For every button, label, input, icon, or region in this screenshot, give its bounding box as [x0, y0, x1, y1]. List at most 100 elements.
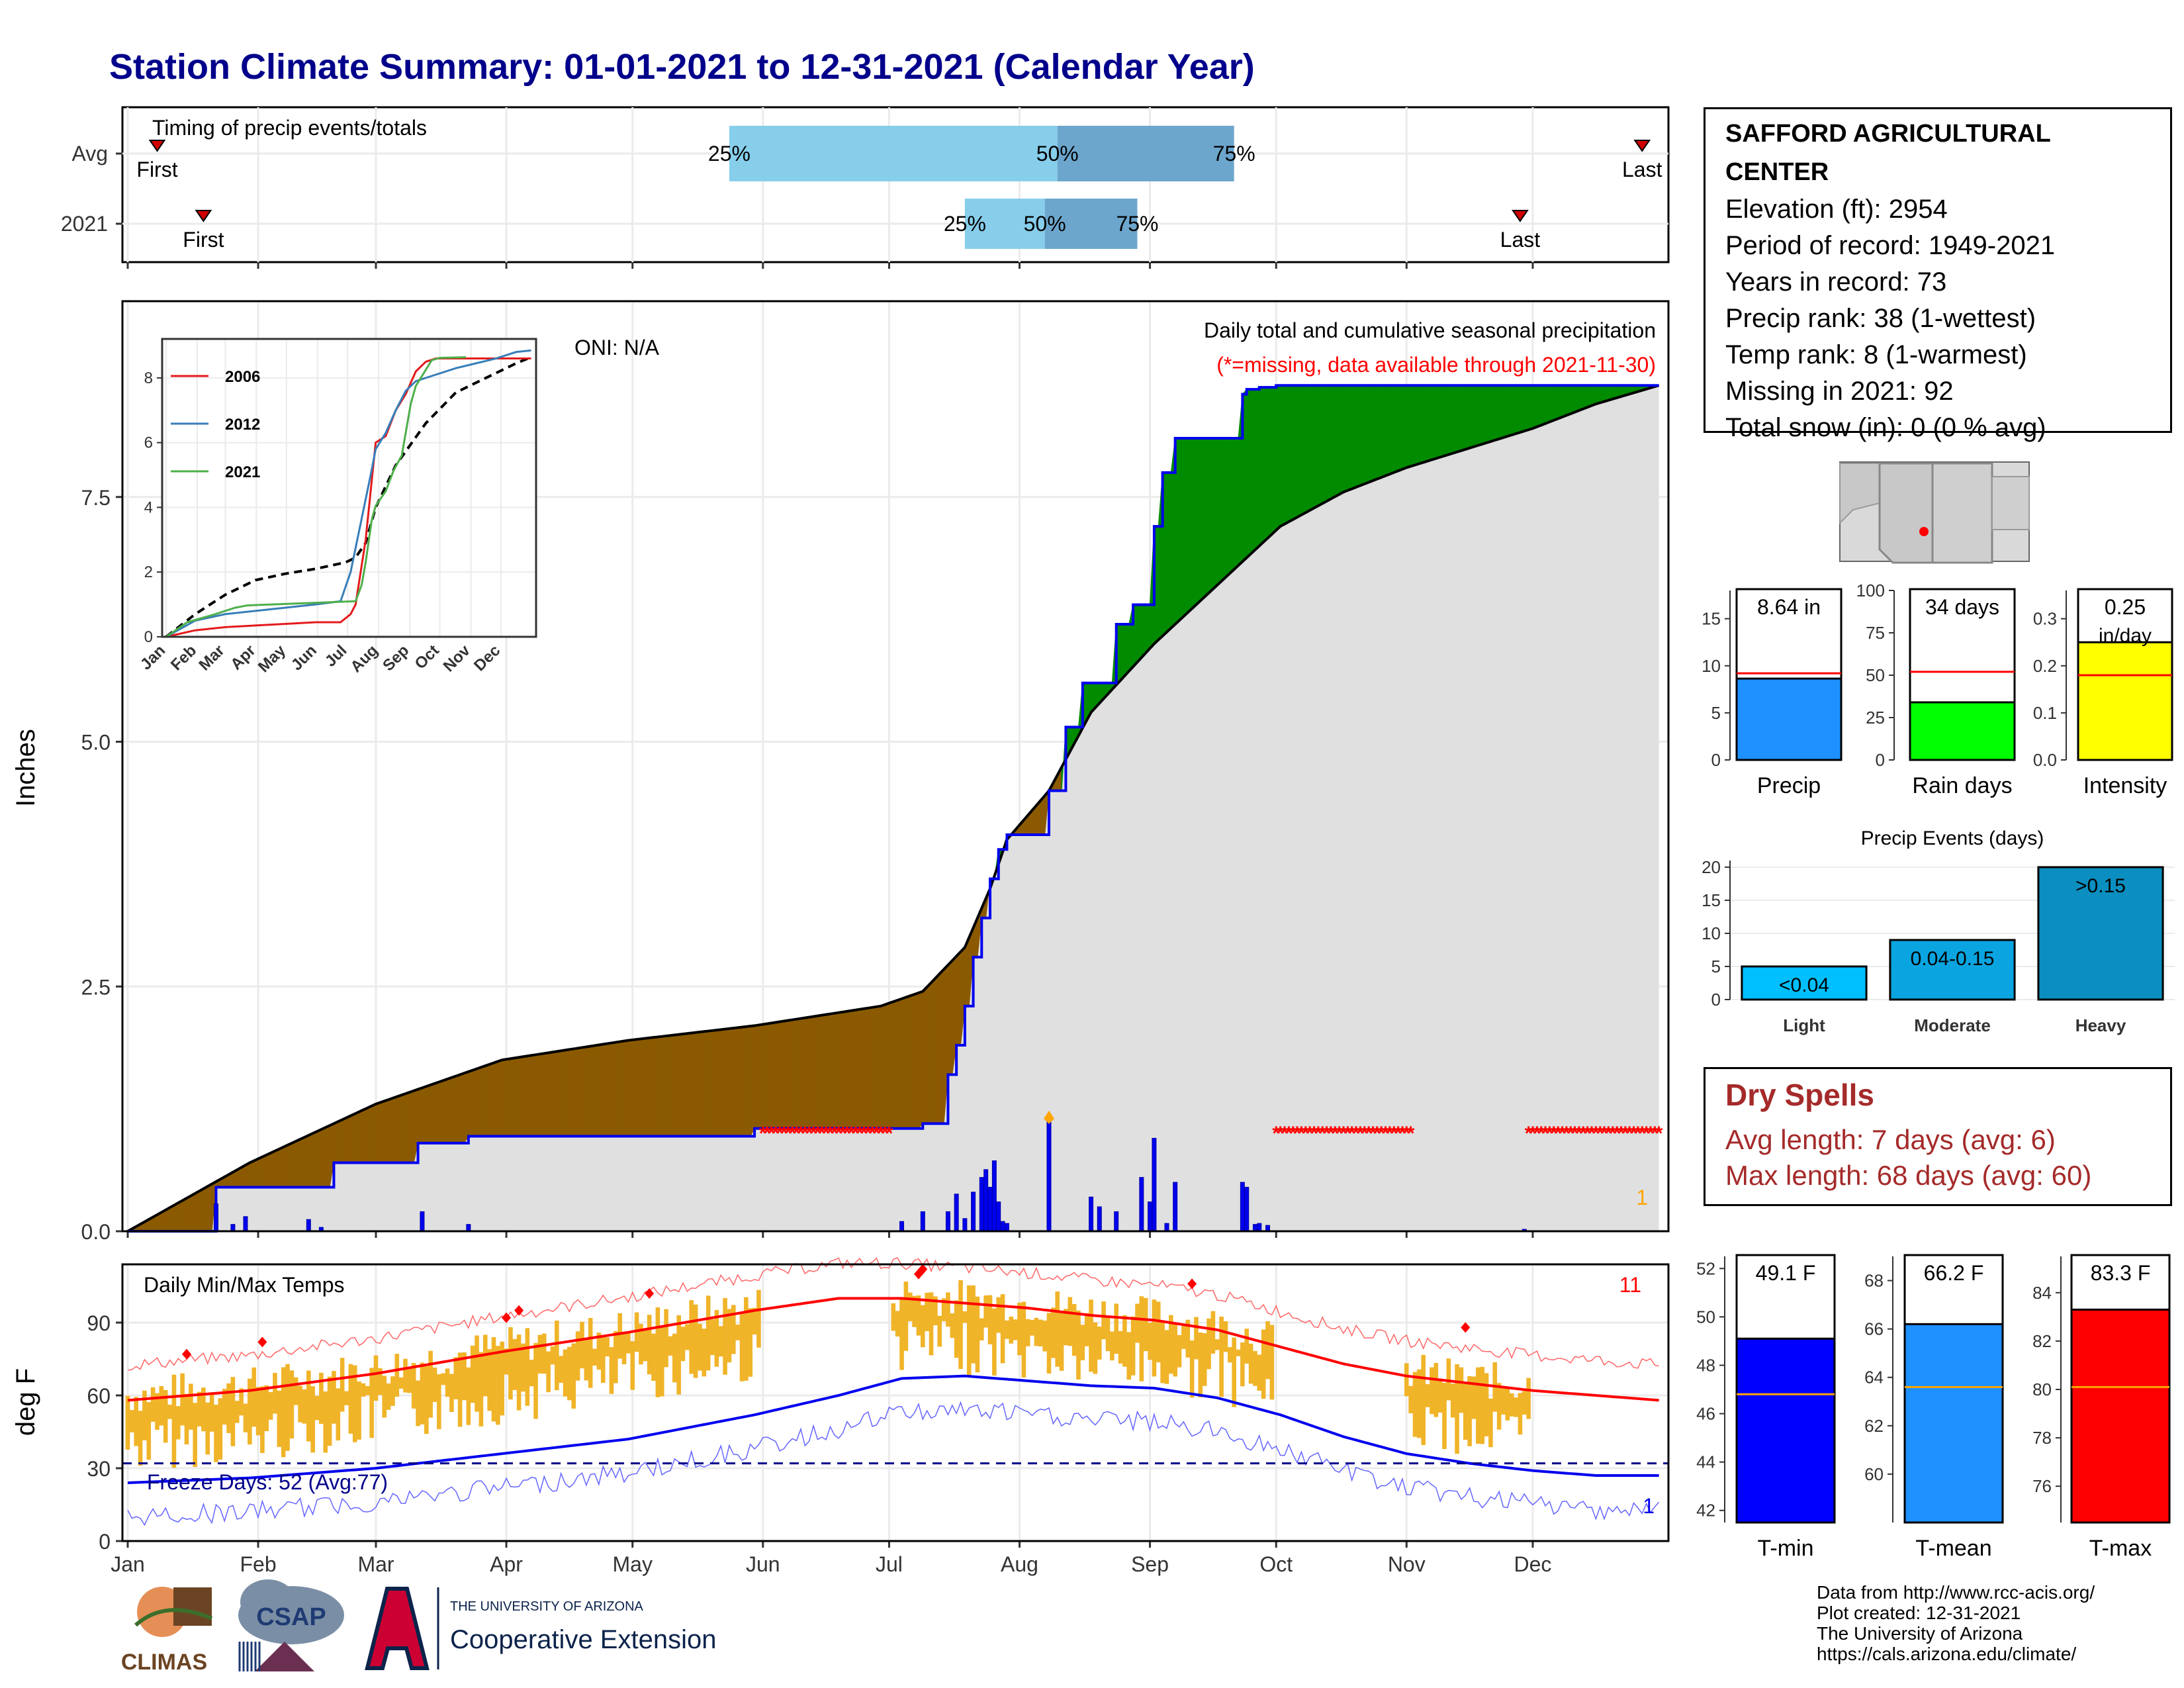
daily-temp-range — [592, 1348, 597, 1366]
departure-fill — [463, 1071, 469, 1145]
daily-temp-range — [441, 1373, 446, 1385]
departure-fill — [1166, 472, 1171, 633]
departure-fill — [1313, 385, 1319, 509]
missing-day-marker: * — [1613, 1123, 1621, 1145]
daily-temp-range — [727, 1309, 732, 1363]
timing-q50-label: 50% — [1036, 142, 1079, 165]
departure-fill — [716, 1029, 721, 1137]
inset-series-line-2012 — [165, 349, 531, 638]
missing-day-marker: * — [1584, 1123, 1592, 1145]
missing-day-marker: * — [763, 1123, 771, 1145]
daily-temp-range — [739, 1312, 745, 1382]
precip-mini-value-label: 8.64 in — [1757, 595, 1821, 619]
daily-temp-range — [912, 1295, 917, 1327]
daily-temp-range — [1064, 1309, 1068, 1346]
departure-fill — [359, 1109, 364, 1163]
dry-spells-box: Dry Spells Avg length: 7 days (avg: 6) M… — [1704, 1067, 2172, 1206]
departure-fill — [876, 1006, 882, 1129]
daily-temp-range — [609, 1347, 614, 1394]
departure-fill — [1305, 385, 1310, 514]
departure-fill — [825, 1013, 831, 1129]
departure-fill — [855, 1009, 860, 1129]
departure-fill — [607, 1042, 612, 1137]
missing-day-marker: * — [772, 1123, 780, 1145]
departure-fill — [1330, 385, 1336, 500]
events-bar-light — [1741, 965, 1868, 1001]
departure-fill — [535, 1053, 541, 1137]
daily-precip-bar — [1252, 1224, 1257, 1232]
daily-temp-range — [1034, 1317, 1039, 1346]
daily-temp-range — [1236, 1349, 1241, 1356]
missing-day-marker: * — [1277, 1123, 1285, 1145]
daily-temp-range — [1038, 1319, 1043, 1347]
daily-temp-range — [512, 1338, 518, 1390]
missing-day-marker: * — [1407, 1123, 1415, 1145]
month-axis-label: Mar — [357, 1552, 394, 1576]
departure-fill — [418, 1087, 423, 1144]
daily-temp-range — [588, 1318, 593, 1388]
departure-fill — [766, 1022, 772, 1129]
departure-fill — [817, 1015, 823, 1129]
daily-temp-range — [621, 1331, 627, 1364]
tmean-mini-value-label: 66.2 F — [1924, 1261, 1984, 1285]
daily-temp-range — [921, 1305, 925, 1348]
daily-temp-range — [714, 1309, 719, 1367]
climas-wordmark: CLIMAS — [121, 1650, 207, 1675]
departure-fill — [1465, 385, 1471, 450]
missing-day-marker: * — [822, 1123, 830, 1145]
daily-precip-bar — [1173, 1182, 1178, 1232]
precip-events-panel: 0 5 10 15 20 <0.04 Light 0.04-0.15 Moderate >0.15… — [1702, 827, 2175, 1035]
mini-ytick-label: 25 — [1866, 708, 1885, 727]
departure-fill — [905, 995, 911, 1129]
daily-temp-range — [1253, 1350, 1257, 1386]
missing-day-marker: * — [1596, 1123, 1604, 1145]
daily-temp-range — [1093, 1322, 1098, 1374]
departure-fill — [1473, 385, 1479, 447]
daily-temp-range — [1118, 1331, 1123, 1364]
page-title: Station Climate Summary: 01-01-2021 to 1… — [109, 47, 1255, 87]
departure-fill — [249, 1160, 255, 1188]
departure-fill — [897, 998, 903, 1129]
departure-fill — [691, 1032, 696, 1137]
departure-fill — [1549, 385, 1555, 423]
daily-temp-range — [1105, 1315, 1111, 1352]
map-region-tx — [1991, 476, 2030, 530]
daily-temp-range — [1488, 1398, 1493, 1448]
departure-fill — [1120, 624, 1125, 682]
departure-fill — [388, 1098, 393, 1163]
departure-fill — [850, 1009, 856, 1129]
daily-temp-range — [1143, 1297, 1148, 1352]
missing-day-marker: * — [1302, 1123, 1310, 1145]
departure-fill — [1600, 385, 1605, 404]
missing-day-marker: * — [818, 1123, 826, 1145]
daily-temp-range — [1446, 1358, 1451, 1401]
daily-temp-range — [735, 1324, 740, 1340]
daily-temp-range — [398, 1377, 404, 1389]
precip-ytick-label: 0.0 — [81, 1220, 111, 1244]
daily-precip-bar — [243, 1216, 248, 1232]
daily-temp-range — [626, 1331, 631, 1354]
departure-fill — [384, 1099, 389, 1163]
daily-temp-range — [1248, 1343, 1253, 1384]
daily-precip-bar — [306, 1219, 311, 1232]
departure-fill — [666, 1035, 671, 1137]
departure-fill — [1574, 385, 1580, 413]
daily-temp-range — [525, 1328, 530, 1406]
departure-fill — [522, 1055, 528, 1137]
mini-ytick-label: 50 — [1866, 665, 1885, 685]
ua-extension-wordmark: Cooperative Extension — [450, 1625, 716, 1654]
daily-temp-range — [1005, 1320, 1009, 1339]
daily-temp-range — [125, 1395, 130, 1450]
daily-temp-range — [575, 1331, 580, 1381]
daily-temp-range — [555, 1320, 559, 1391]
departure-fill — [1423, 385, 1428, 463]
intensity-mini-value-label: 0.25 — [2105, 595, 2146, 619]
daily-temp-range — [310, 1386, 315, 1453]
daily-temp-range — [462, 1352, 467, 1401]
departure-fill — [1532, 385, 1537, 429]
raindays-mini-xlabel: Rain days — [1912, 773, 2012, 798]
departure-fill — [729, 1027, 734, 1137]
daily-temp-range — [130, 1410, 134, 1432]
daily-precip-bar — [991, 1160, 997, 1232]
daily-temp-range — [958, 1280, 963, 1370]
